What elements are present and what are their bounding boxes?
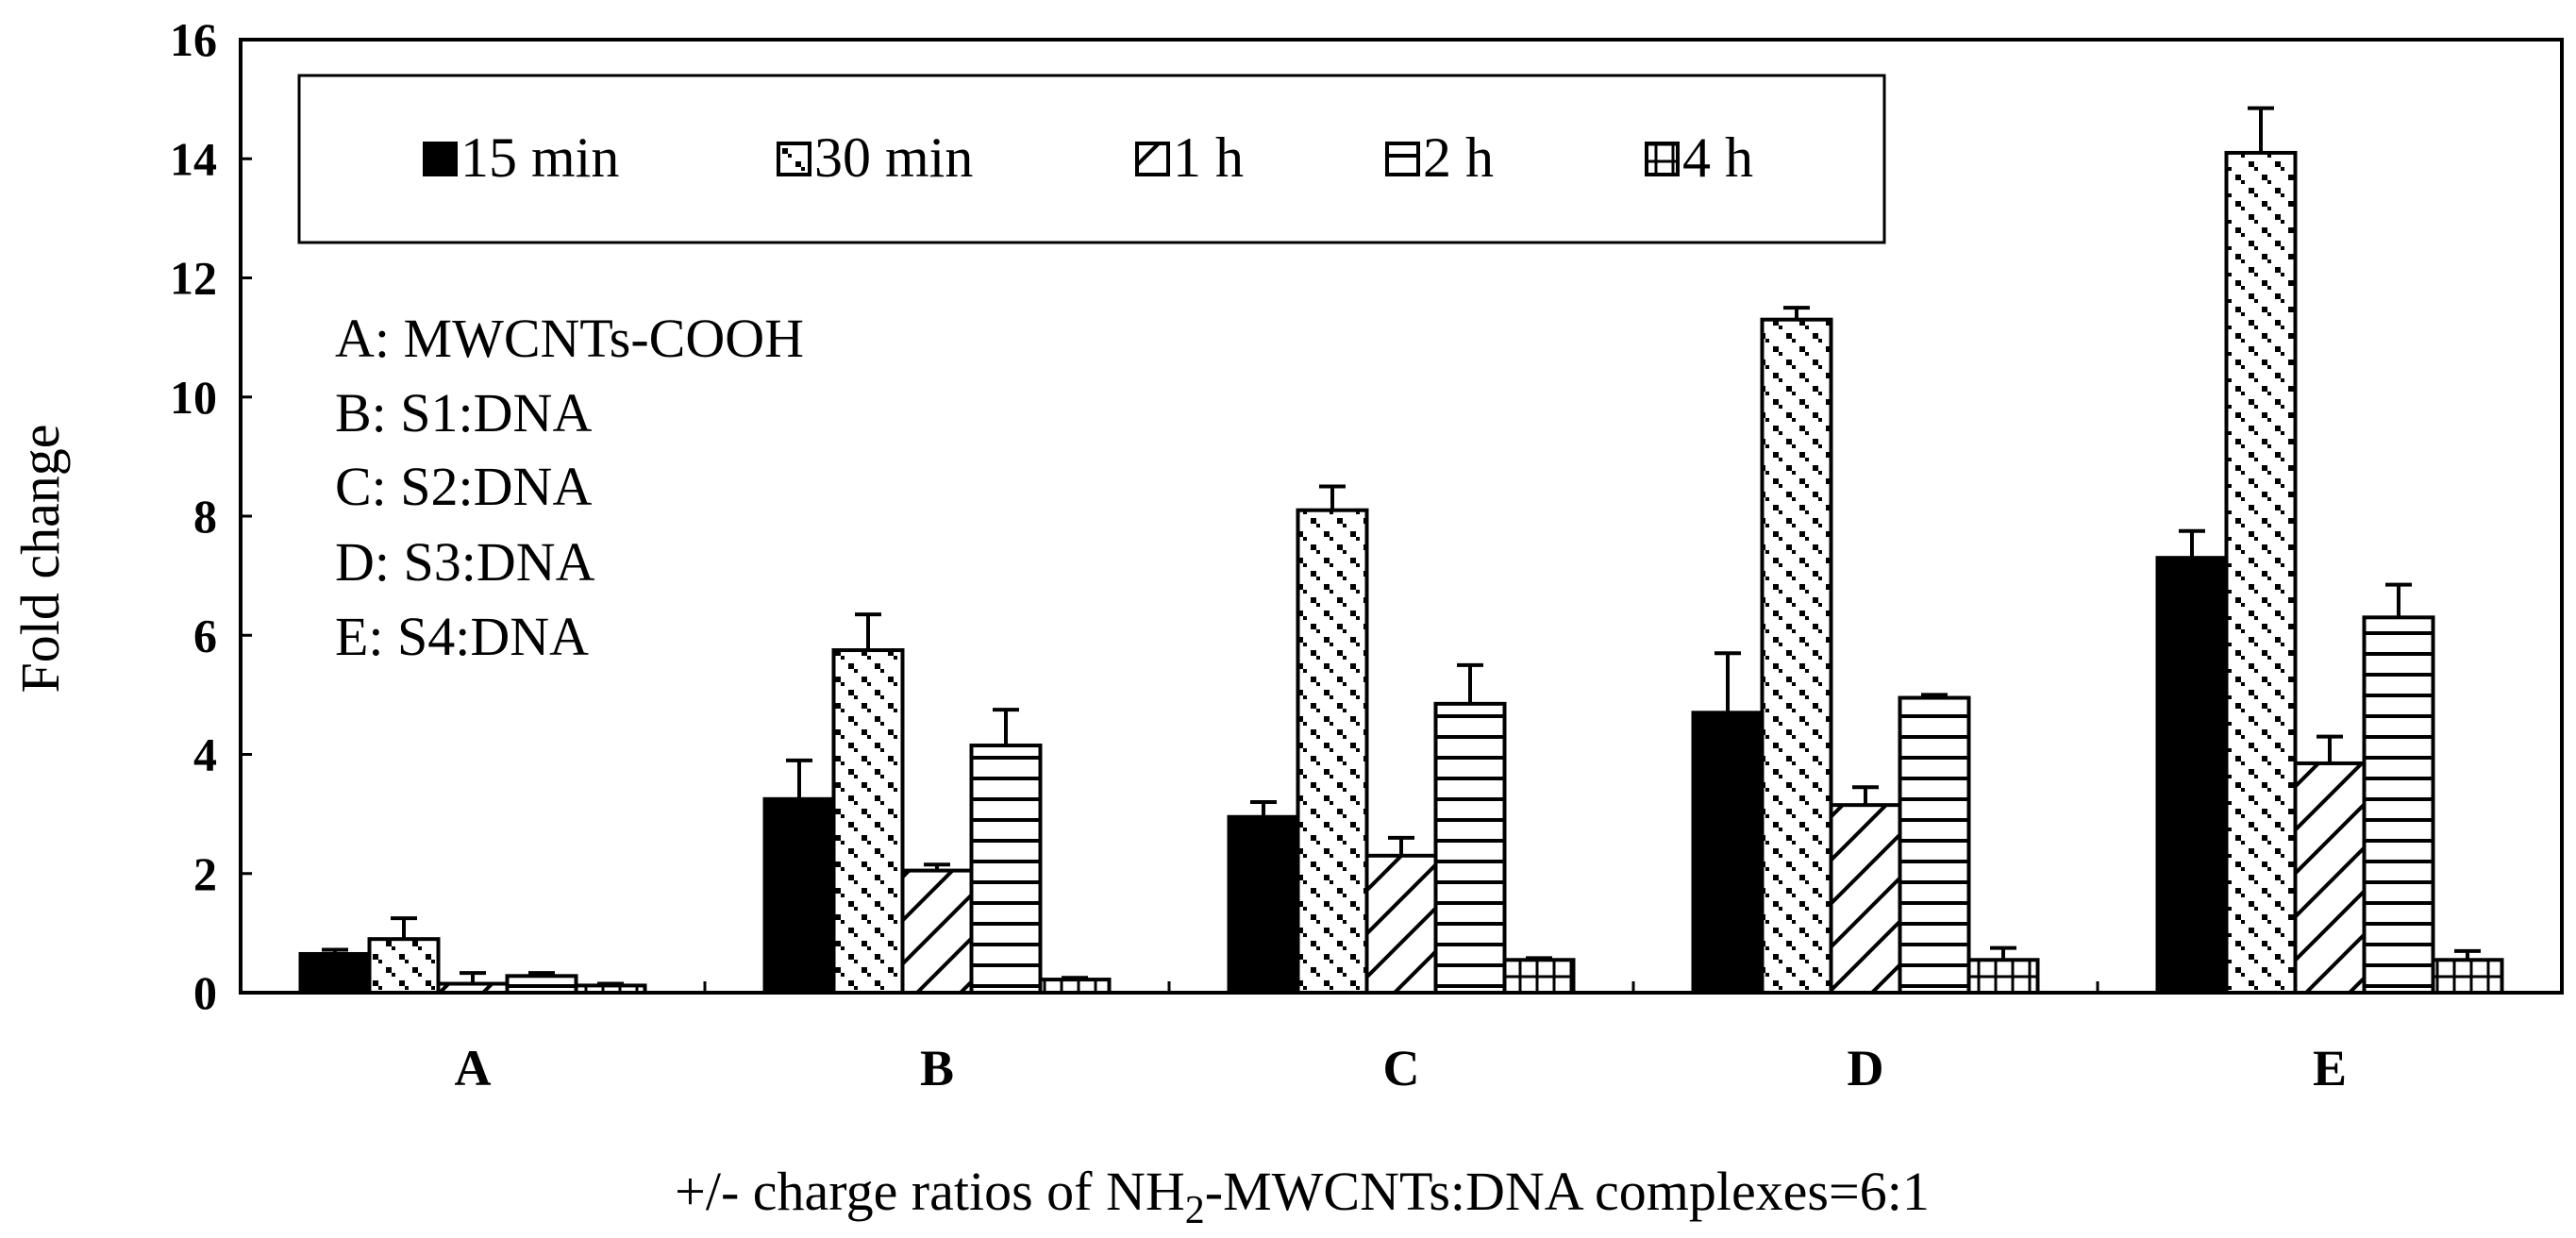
bar-horizontal (2362, 615, 2435, 995)
bar-diagonal (436, 981, 510, 995)
legend-label: 15 min (460, 126, 619, 189)
y-tick-label: 10 (170, 371, 217, 424)
bar-grid (1966, 958, 2040, 995)
legend-box (297, 74, 1886, 244)
bar-series (298, 150, 2504, 995)
bar-dots (1760, 317, 1833, 995)
y-tick-label: 14 (170, 132, 217, 185)
x-axis-title-subscript: 2 (1185, 1189, 1205, 1232)
x-tick-label: E (2313, 1040, 2347, 1096)
x-tick-label: D (1848, 1040, 1884, 1096)
category-notes: A: MWCNTs-COOH B: S1:DNA C: S2:DNA D: S3… (335, 308, 804, 667)
bar-grid (1502, 958, 1576, 995)
legend-swatch-solid (423, 142, 458, 176)
bar-solid (1227, 814, 1300, 995)
y-tick-label: 0 (193, 966, 217, 1019)
bar-diagonal (1829, 803, 1902, 995)
bar-horizontal (1898, 695, 1971, 995)
bar-dots (367, 937, 441, 995)
legend-swatch-horizontal (1385, 142, 1420, 176)
legend-label: 4 h (1682, 126, 1753, 189)
y-tick-label: 6 (193, 609, 217, 661)
bar-horizontal (969, 744, 1043, 995)
legend-label: 30 min (814, 126, 973, 189)
bar-horizontal (505, 974, 578, 995)
bar-diagonal (900, 868, 974, 995)
bar-dots (831, 648, 905, 995)
y-tick-label: 8 (193, 490, 217, 543)
bar-horizontal (1433, 701, 1507, 995)
bar-grid (1038, 978, 1112, 995)
y-tick-label: 16 (170, 13, 217, 66)
x-axis-title-part-2: -MWCNTs:DNA complexes=6:1 (1205, 1161, 1930, 1222)
note-b: B: S1:DNA (335, 382, 592, 443)
legend-swatch-dots (777, 142, 811, 176)
x-axis-title: +/- charge ratios of NH2-MWCNTs:DNA comp… (675, 1161, 1930, 1232)
error-bars (322, 106, 2481, 986)
legend-label: 2 h (1423, 126, 1494, 189)
y-tick-label: 2 (193, 847, 217, 900)
bar-solid (298, 951, 372, 995)
bar-solid (1691, 711, 1765, 995)
note-c: C: S2:DNA (335, 456, 592, 517)
note-d: D: S3:DNA (335, 531, 595, 593)
note-e: E: S4:DNA (335, 606, 589, 667)
y-axis-title: Fold change (9, 424, 71, 693)
bar-diagonal (2293, 761, 2367, 995)
legend-label: 1 h (1173, 126, 1244, 189)
bar-grid (574, 983, 647, 995)
x-tick-label: C (1383, 1040, 1420, 1096)
x-axis-title-part-1: +/- charge ratios of NH (675, 1161, 1185, 1222)
bar-dots (1296, 508, 1369, 995)
legend: 15 min 30 min 1 h 2 h 4 h (297, 74, 1886, 244)
x-tick-label: B (920, 1040, 954, 1096)
legend-swatch-grid (1645, 142, 1680, 176)
y-tick-label: 12 (170, 252, 217, 305)
bar-solid (762, 796, 836, 995)
x-axis-ticks: A B C D E (455, 981, 2347, 1096)
note-a: A: MWCNTs-COOH (335, 308, 804, 369)
y-axis-ticks: 0 2 4 6 8 10 12 14 16 (170, 13, 252, 1019)
bar-diagonal (1364, 853, 1438, 995)
bar-dots (2224, 150, 2298, 995)
x-tick-label: A (455, 1040, 492, 1096)
y-tick-label: 4 (193, 728, 217, 781)
legend-swatch-diagonal (1135, 142, 1170, 176)
bar-grid (2431, 958, 2504, 995)
bar-solid (2155, 556, 2229, 995)
